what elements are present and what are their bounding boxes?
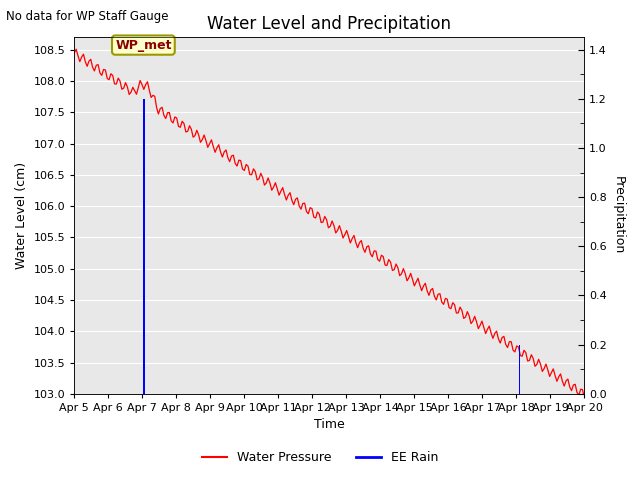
Bar [519,345,520,394]
Bar [143,99,145,394]
Title: Water Level and Precipitation: Water Level and Precipitation [207,15,451,33]
X-axis label: Time: Time [314,419,345,432]
Y-axis label: Precipitation: Precipitation [612,177,625,255]
Text: WP_met: WP_met [115,38,172,51]
Y-axis label: Water Level (cm): Water Level (cm) [15,162,28,269]
Text: No data for WP Staff Gauge: No data for WP Staff Gauge [6,10,169,23]
Legend: Water Pressure, EE Rain: Water Pressure, EE Rain [196,446,444,469]
